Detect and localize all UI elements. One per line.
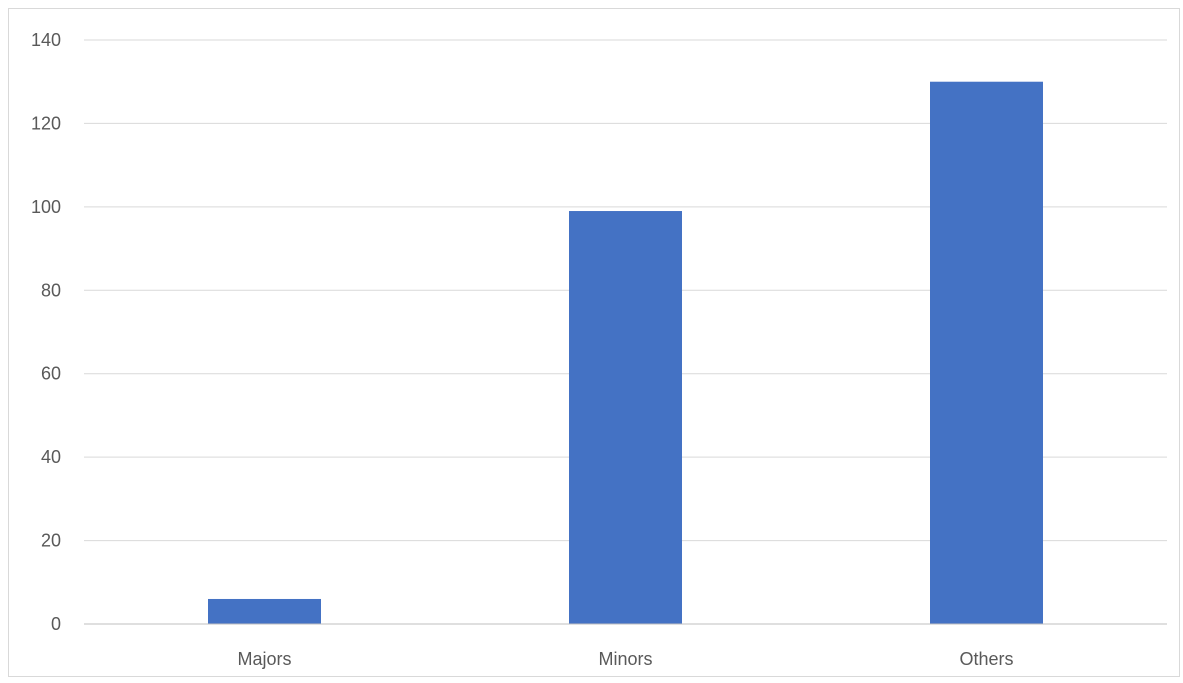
- bar-chart: 0 20 40 60 80 100 120 140 Majors Minors Others: [31, 30, 1167, 669]
- x-axis-tick-labels: Majors Minors Others: [237, 649, 1013, 669]
- bar-minors: [569, 211, 682, 624]
- y-tick-label: 100: [31, 197, 61, 217]
- bar-others: [930, 81, 1043, 624]
- y-axis-tick-labels: 0 20 40 60 80 100 120 140: [31, 30, 61, 634]
- bars: [208, 81, 1043, 624]
- y-tick-label: 120: [31, 113, 61, 133]
- x-tick-label: Minors: [598, 649, 652, 669]
- x-tick-label: Others: [959, 649, 1013, 669]
- y-tick-label: 140: [31, 30, 61, 50]
- y-tick-label: 60: [41, 364, 61, 384]
- y-tick-label: 0: [51, 614, 61, 634]
- y-tick-label: 80: [41, 280, 61, 300]
- y-tick-label: 20: [41, 531, 61, 551]
- chart-frame: 0 20 40 60 80 100 120 140 Majors Minors Others: [8, 8, 1180, 677]
- y-tick-label: 40: [41, 447, 61, 467]
- bar-majors: [208, 598, 321, 624]
- x-tick-label: Majors: [237, 649, 291, 669]
